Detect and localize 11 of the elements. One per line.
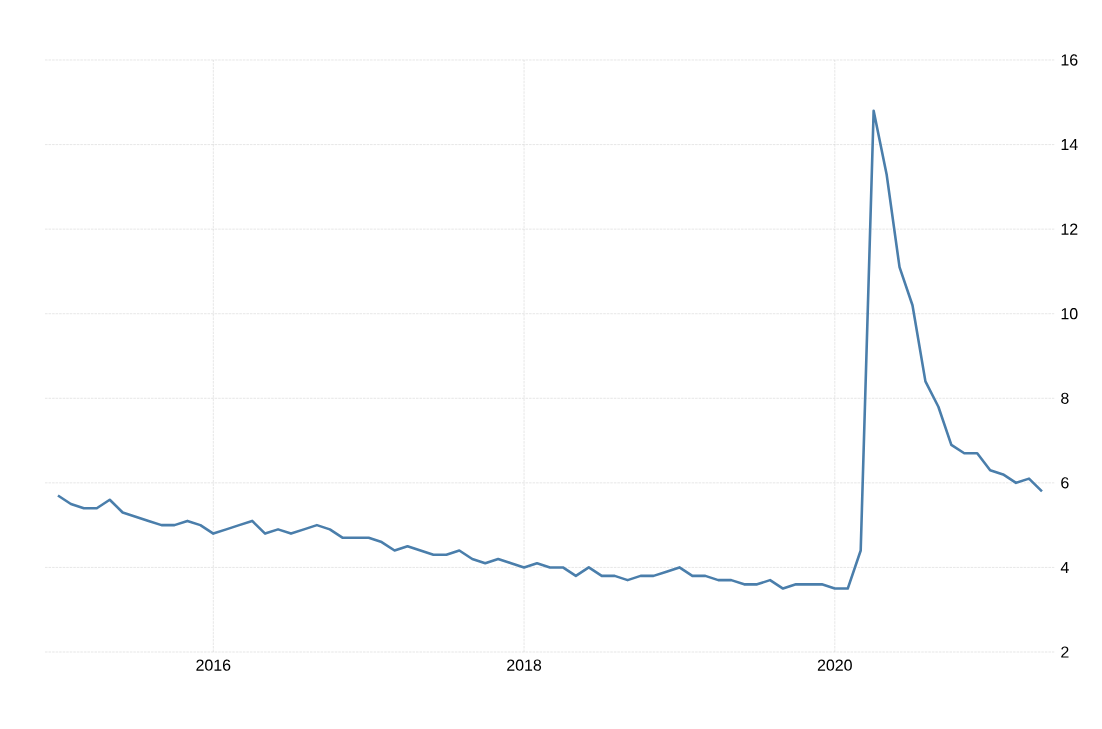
x-tick-label: 2016	[196, 659, 231, 671]
y-tick-label: 8	[1061, 392, 1069, 404]
y-tick-label: 16	[1061, 54, 1078, 66]
x-tick-label: 2020	[817, 659, 852, 671]
y-tick-label: 4	[1060, 561, 1069, 573]
y-tick-label: 6	[1061, 477, 1069, 489]
y-tick-label: 10	[1061, 308, 1078, 320]
x-tick-label: 2018	[507, 659, 542, 671]
y-tick-label: 14	[1061, 139, 1078, 151]
y-tick-label: 2	[1061, 646, 1069, 658]
y-tick-label: 12	[1061, 223, 1078, 235]
